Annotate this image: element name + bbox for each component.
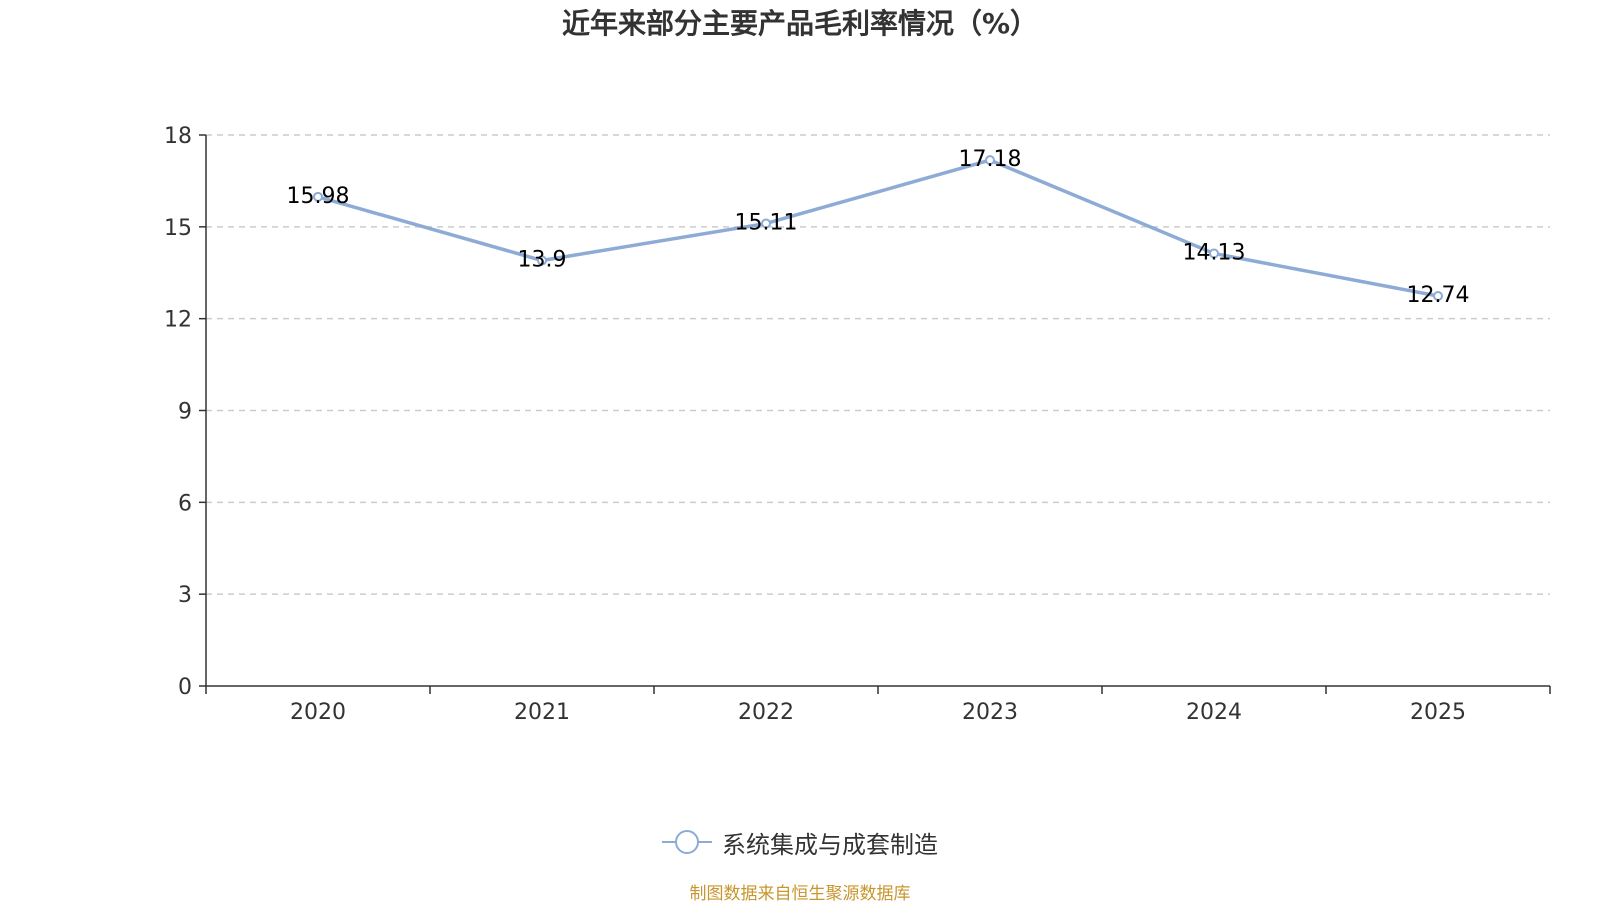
data-label-2023: 17.18: [959, 147, 1022, 172]
axes: [199, 134, 1551, 694]
data-labels: 15.98 13.9 15.11 17.18 14.13 12.74: [287, 147, 1470, 308]
x-tick-label-2021: 2021: [514, 700, 570, 725]
y-tick-label-15: 15: [164, 216, 192, 241]
x-tick-label-2020: 2020: [290, 700, 346, 725]
series-line-0: [316, 158, 1440, 298]
legend-line-marker-icon: [662, 830, 712, 854]
x-tick-label-2024: 2024: [1186, 700, 1242, 725]
y-tick-label-3: 3: [178, 583, 192, 608]
y-tick-label-12: 12: [164, 308, 192, 333]
data-point-2020[interactable]: [313, 191, 323, 202]
data-point-2025[interactable]: [1433, 291, 1443, 302]
y-tick-label-0: 0: [178, 675, 192, 700]
data-label-2022: 15.11: [735, 210, 798, 235]
y-tick-label-9: 9: [178, 400, 192, 425]
data-point-2024[interactable]: [1209, 248, 1219, 259]
x-tick-label-2023: 2023: [962, 700, 1018, 725]
data-point-2023[interactable]: [985, 155, 995, 166]
data-label-2024: 14.13: [1183, 240, 1246, 265]
x-tick-label-2022: 2022: [738, 700, 794, 725]
source-note: 制图数据来自恒生聚源数据库: [689, 884, 911, 904]
legend: 系统集成与成套制造: [0, 822, 1600, 862]
legend-label: 系统集成与成套制造: [722, 830, 938, 859]
y-tick-label-18: 18: [164, 124, 192, 149]
tick-labels: 0 3 6 9 12 15 18 2020 2021 2022 2023 2024 2025: [164, 124, 1466, 725]
data-label-2025: 12.74: [1407, 283, 1470, 308]
data-point-2021[interactable]: [537, 255, 547, 266]
x-tick-label-2025: 2025: [1410, 700, 1466, 725]
chart-title: 近年来部分主要产品毛利率情况（%）: [561, 7, 1039, 40]
series-line: [316, 158, 1440, 298]
legend-item[interactable]: 系统集成与成套制造: [662, 825, 938, 860]
data-point-2022[interactable]: [761, 218, 771, 229]
y-tick-label-6: 6: [178, 491, 192, 516]
data-points: [313, 155, 1443, 302]
data-label-2021: 13.9: [518, 248, 567, 273]
grid-lines: [206, 134, 1550, 595]
data-label-2020: 15.98: [287, 184, 350, 209]
